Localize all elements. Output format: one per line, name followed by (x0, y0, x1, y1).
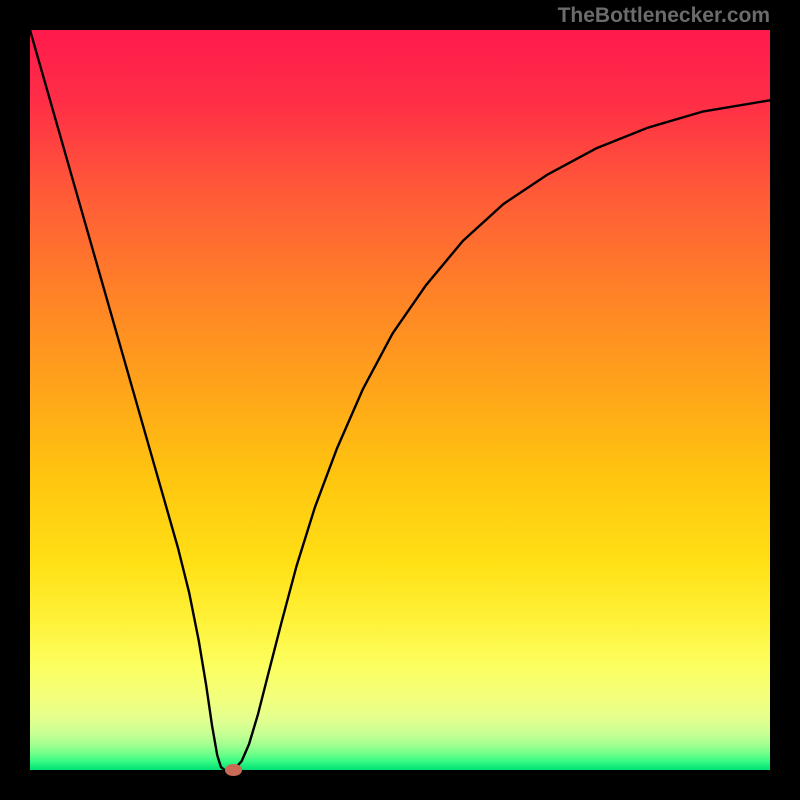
bottleneck-curve-path (30, 30, 770, 770)
line-chart-svg (30, 30, 770, 770)
optimum-marker (225, 764, 243, 776)
chart-container: TheBottlenecker.com (0, 0, 800, 800)
watermark-text: TheBottlenecker.com (558, 4, 770, 28)
plot-area (30, 30, 770, 770)
